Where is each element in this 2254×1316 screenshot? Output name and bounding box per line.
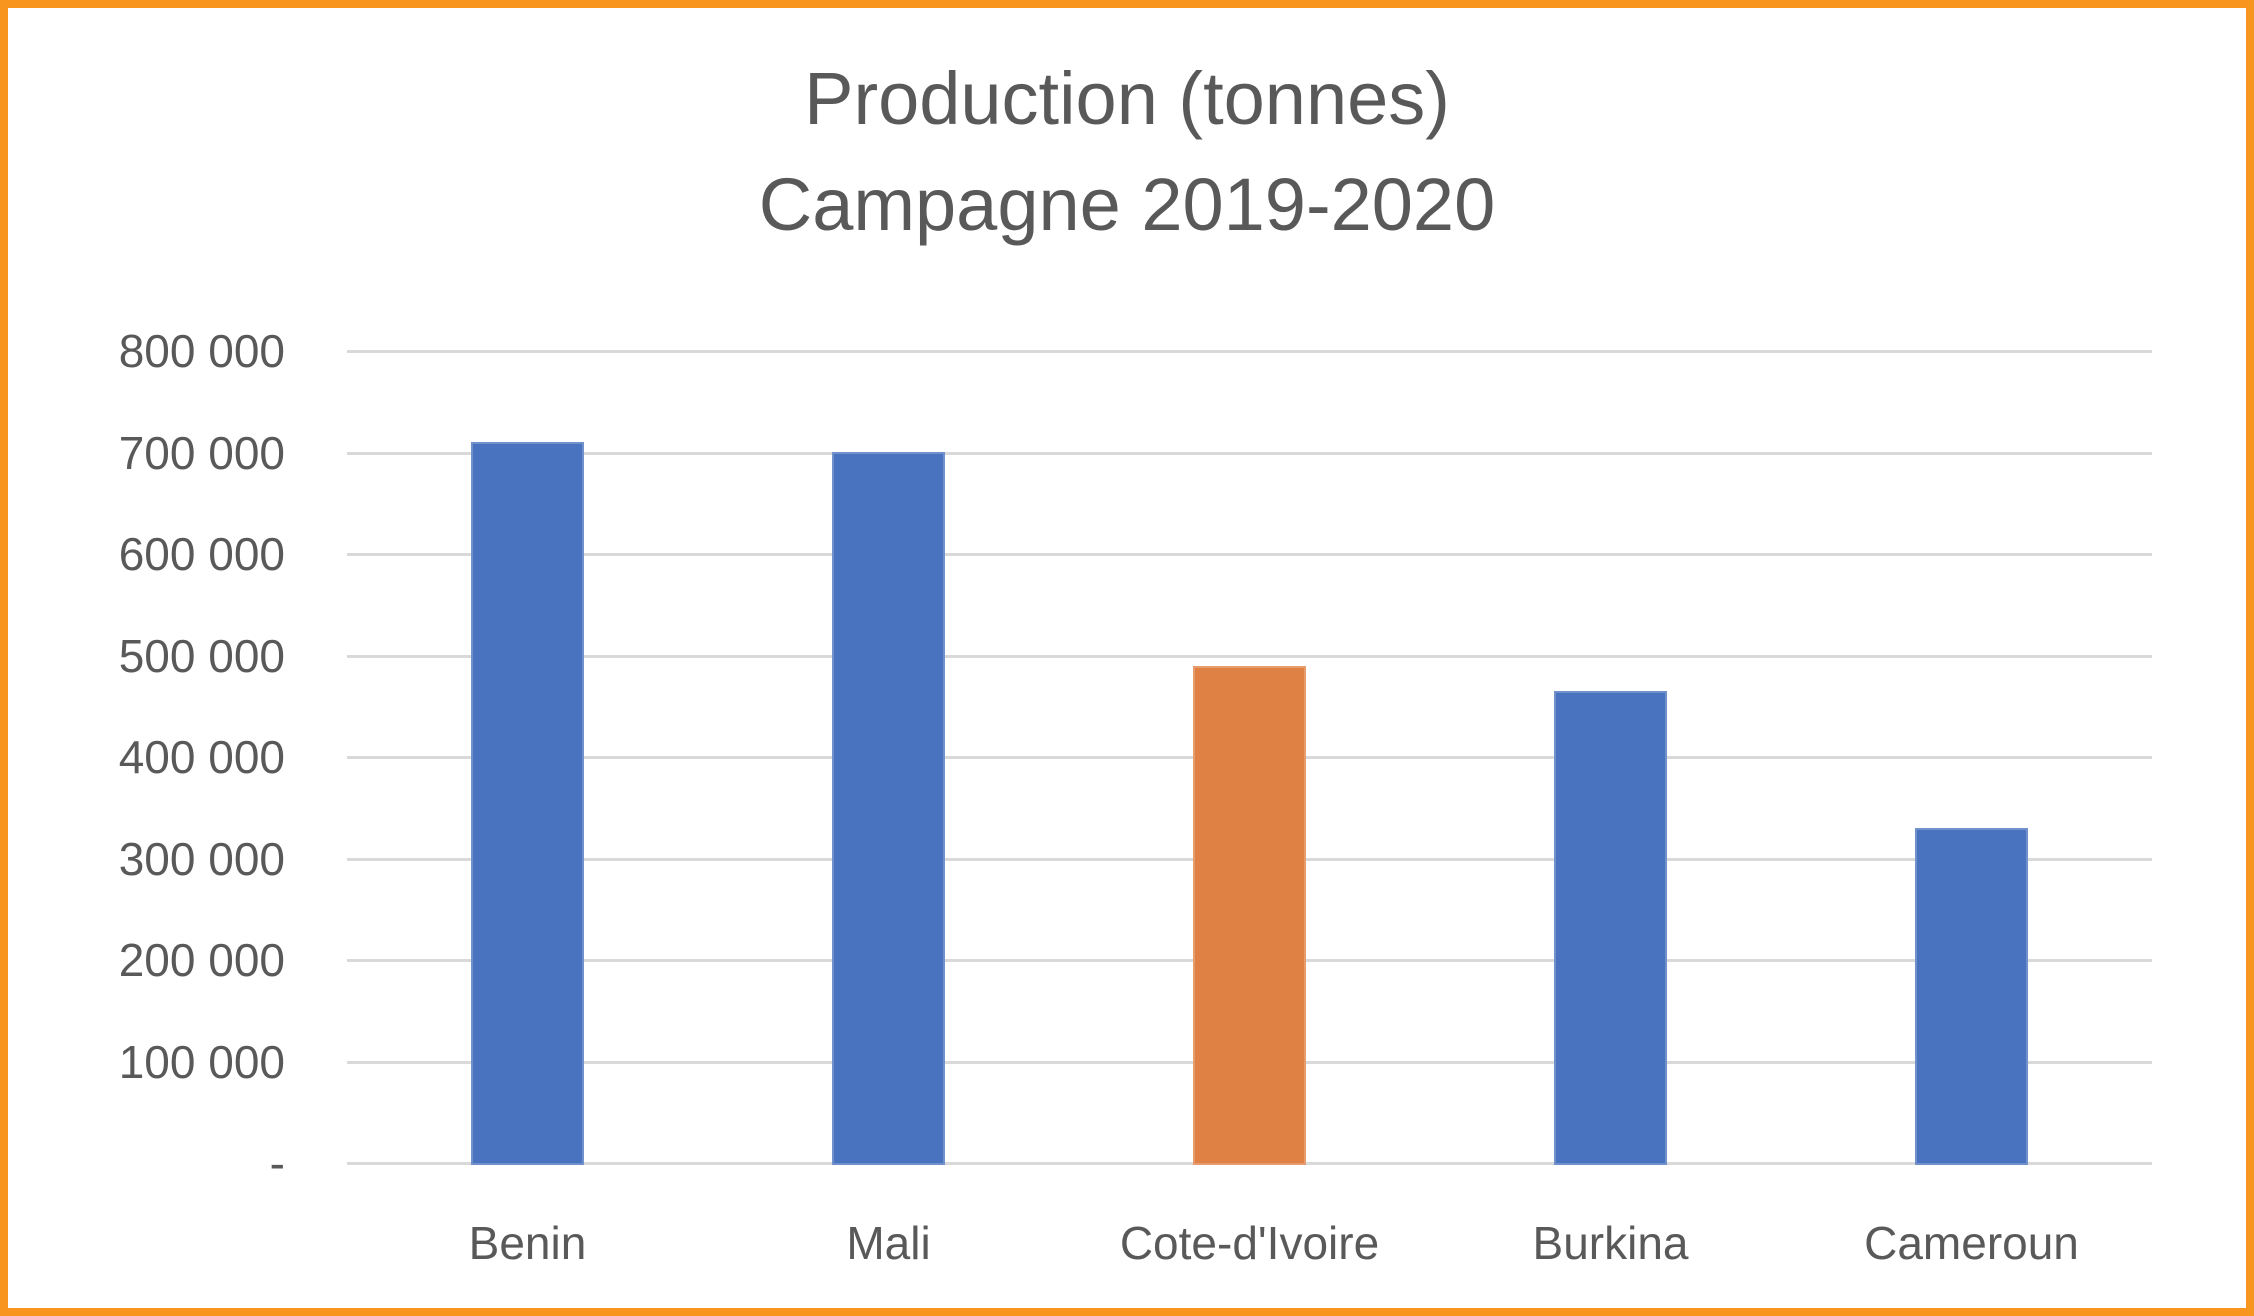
bar-burkina xyxy=(1554,691,1667,1165)
x-label-burkina: Burkina xyxy=(1532,1217,1689,1269)
chart-title: Production (tonnes) Campagne 2019-2020 xyxy=(8,46,2246,258)
bar-benin xyxy=(471,442,584,1165)
x-label-cameroun: Cameroun xyxy=(1864,1217,2079,1269)
y-tick-label-100000: 100 000 xyxy=(118,1036,285,1088)
chart-title-line1: Production (tonnes) xyxy=(804,57,1450,140)
gridline-700000 xyxy=(347,452,2152,455)
y-tick-label-0: - xyxy=(269,1137,285,1189)
bar-mali xyxy=(832,452,945,1165)
x-label-mali: Mali xyxy=(846,1217,931,1269)
y-tick-label-300000: 300 000 xyxy=(118,833,285,885)
chart-title-line2: Campagne 2019-2020 xyxy=(758,163,1496,246)
gridline-800000 xyxy=(347,350,2152,353)
x-label-benin: Benin xyxy=(468,1217,587,1269)
y-tick-label-700000: 700 000 xyxy=(118,427,285,479)
bar-cameroun xyxy=(1915,828,2028,1165)
y-tick-label-800000: 800 000 xyxy=(118,325,285,377)
y-tick-label-500000: 500 000 xyxy=(118,630,285,682)
y-tick-label-200000: 200 000 xyxy=(118,934,285,986)
bar-cote-d-ivoire xyxy=(1193,666,1306,1165)
x-label-cote-d-ivoire: Cote-d'Ivoire xyxy=(1119,1217,1380,1269)
gridline-500000 xyxy=(347,655,2152,658)
y-tick-label-600000: 600 000 xyxy=(118,528,285,580)
gridline-600000 xyxy=(347,553,2152,556)
y-tick-label-400000: 400 000 xyxy=(118,731,285,783)
